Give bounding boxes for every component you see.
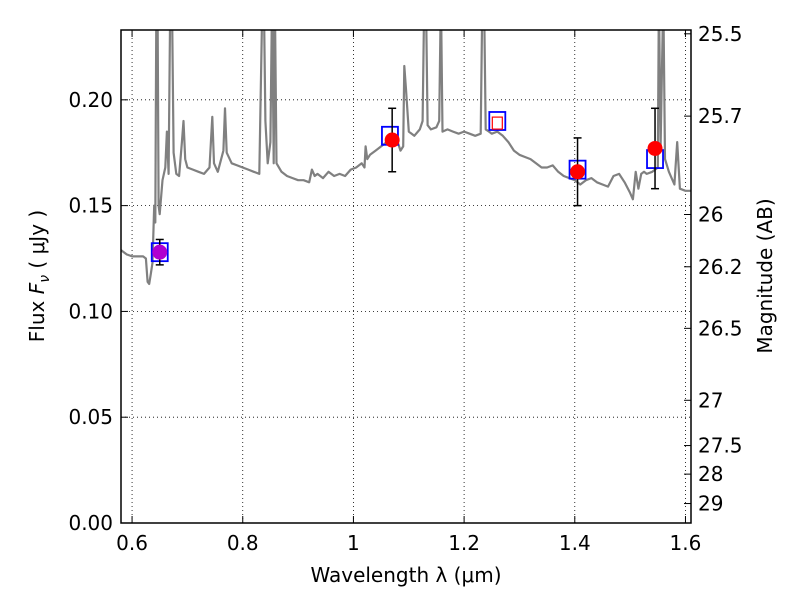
y-tick-label: 0.05 [68, 405, 113, 429]
model-spectrum-line [121, 30, 691, 285]
plot-area [121, 30, 691, 285]
y-tick-label: 0.10 [68, 299, 113, 323]
right-tick-label: 27.5 [698, 434, 743, 458]
x-tick-label: 1.2 [448, 531, 480, 555]
y-tick-label: 0.15 [68, 194, 113, 218]
y-tick-label: 0.00 [68, 511, 113, 535]
y-axis-label: Flux Fν ( μJy ) [25, 210, 53, 342]
right-tick-label: 25.5 [698, 22, 743, 46]
right-tick-label: 26.5 [698, 316, 743, 340]
right-tick-label: 29 [698, 492, 723, 516]
y-axis-label-prefix: Flux [25, 294, 49, 342]
observed-flux-point [384, 132, 400, 148]
observed-flux-point [152, 244, 168, 260]
y-tick-label: 0.20 [68, 88, 113, 112]
x-tick-label: 1.6 [670, 531, 702, 555]
observed-flux-point [647, 140, 663, 156]
synthetic-photometry-square [488, 111, 507, 131]
observed-flux-point [491, 116, 503, 130]
observed-flux-point [570, 164, 586, 180]
x-tick-label: 0.6 [116, 531, 148, 555]
y-axis-label-sub: ν [37, 275, 53, 283]
right-tick-label: 25.7 [698, 104, 743, 128]
plot-frame [120, 29, 692, 524]
x-axis-label: Wavelength λ (μm) [310, 563, 501, 587]
x-tick-label: 1.4 [559, 531, 591, 555]
right-axis-label: Magnitude (AB) [753, 198, 777, 353]
right-tick-label: 28 [698, 462, 723, 486]
x-tick-label: 0.8 [227, 531, 259, 555]
axis-ticks: 0.6 0.8 1 1.2 1.4 1.6 0.00 0.05 0.10 0.15 0.20 25.5… [68, 22, 742, 555]
y-axis-label-suffix: ( μJy ) [25, 210, 49, 275]
x-tick-label: 1 [347, 531, 360, 555]
right-tick-label: 27 [698, 388, 723, 412]
right-tick-label: 26.2 [698, 255, 743, 279]
right-tick-label: 26 [698, 203, 723, 227]
y-axis-label-var: F [25, 282, 49, 294]
